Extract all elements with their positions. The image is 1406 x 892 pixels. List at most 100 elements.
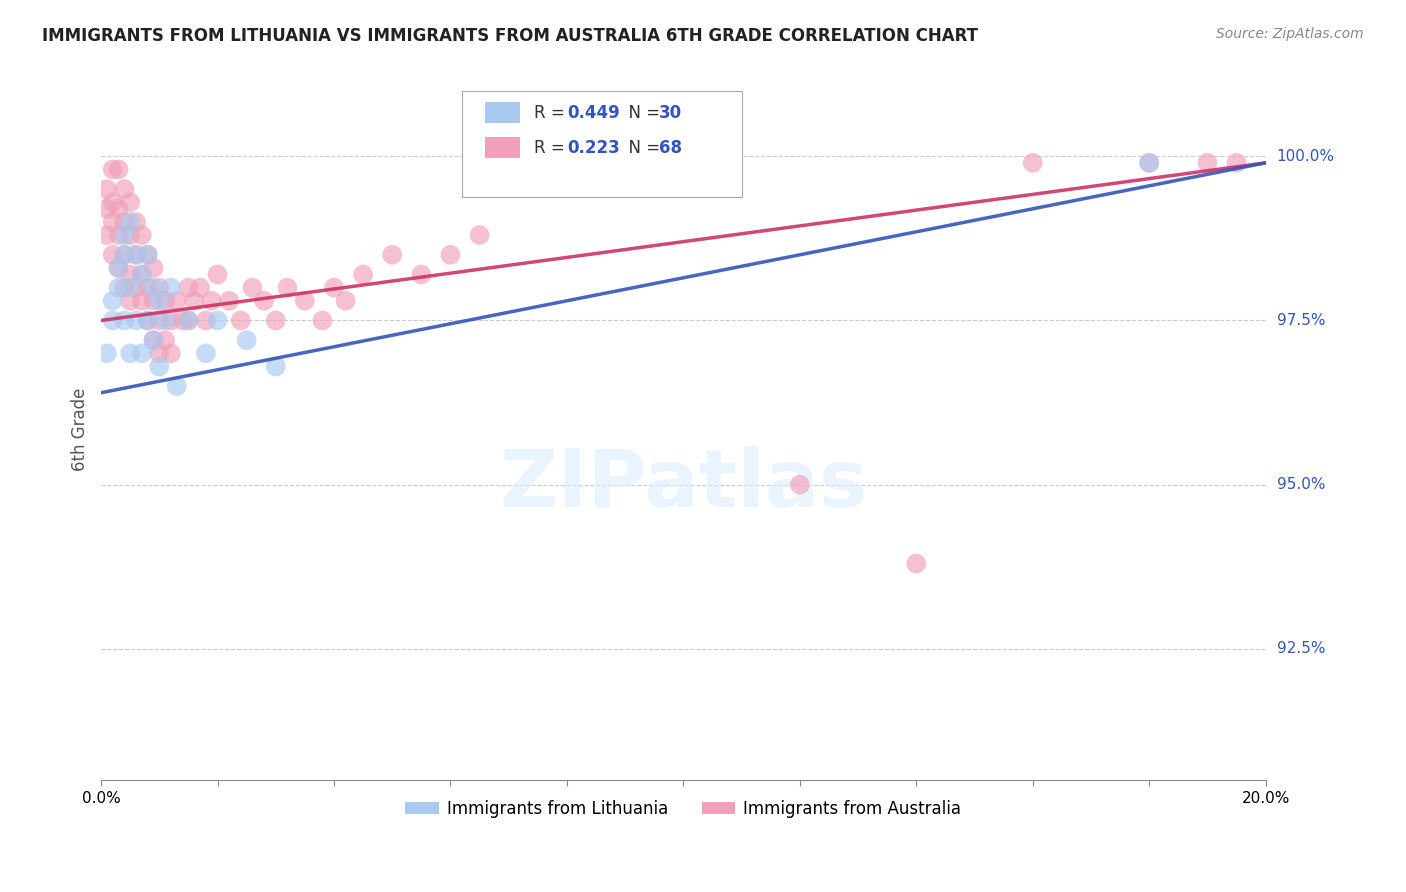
Point: [142, 333, 165, 347]
Point: [294, 293, 316, 308]
Point: [112, 313, 135, 327]
Point: [136, 313, 159, 327]
Point: [120, 228, 142, 243]
Text: N =: N =: [619, 103, 665, 121]
Point: [125, 313, 148, 327]
Point: [142, 260, 165, 275]
Point: [323, 280, 346, 294]
Point: [153, 313, 176, 327]
Point: [166, 293, 188, 308]
Text: 68: 68: [659, 139, 682, 157]
Point: [125, 215, 148, 229]
Text: R =: R =: [534, 139, 571, 157]
Point: [411, 268, 433, 282]
Point: [136, 280, 159, 294]
Point: [183, 293, 205, 308]
Point: [201, 293, 224, 308]
Point: [148, 293, 170, 308]
Point: [96, 228, 118, 243]
Point: [160, 280, 183, 294]
Point: [107, 260, 129, 275]
Point: [107, 228, 129, 243]
Point: [905, 557, 928, 571]
Point: [160, 346, 183, 360]
Point: [101, 293, 124, 308]
Point: [136, 248, 159, 262]
Point: [207, 313, 229, 327]
Point: [107, 202, 129, 216]
Point: [107, 260, 129, 275]
Point: [153, 293, 176, 308]
Text: IMMIGRANTS FROM LITHUANIA VS IMMIGRANTS FROM AUSTRALIA 6TH GRADE CORRELATION CHA: IMMIGRANTS FROM LITHUANIA VS IMMIGRANTS …: [42, 27, 979, 45]
Text: Source: ZipAtlas.com: Source: ZipAtlas.com: [1216, 27, 1364, 41]
Text: 30: 30: [659, 103, 682, 121]
Point: [276, 280, 298, 294]
Point: [177, 313, 200, 327]
Y-axis label: 6th Grade: 6th Grade: [72, 387, 89, 471]
Point: [153, 333, 176, 347]
Point: [107, 162, 129, 177]
Point: [101, 215, 124, 229]
Point: [311, 313, 333, 327]
Point: [253, 293, 276, 308]
Point: [120, 280, 142, 294]
FancyBboxPatch shape: [463, 92, 741, 197]
Point: [131, 228, 153, 243]
Point: [96, 202, 118, 216]
Point: [160, 313, 183, 327]
Point: [125, 248, 148, 262]
Point: [101, 195, 124, 210]
Point: [112, 280, 135, 294]
Point: [142, 280, 165, 294]
Text: 97.5%: 97.5%: [1277, 313, 1326, 328]
Point: [142, 333, 165, 347]
Point: [125, 248, 148, 262]
Point: [131, 346, 153, 360]
Point: [1022, 156, 1045, 170]
Point: [125, 280, 148, 294]
Point: [148, 359, 170, 374]
Point: [352, 268, 374, 282]
Point: [381, 248, 404, 262]
Point: [148, 280, 170, 294]
Point: [120, 268, 142, 282]
Point: [136, 313, 159, 327]
Point: [148, 346, 170, 360]
Point: [120, 346, 142, 360]
Point: [142, 293, 165, 308]
Point: [177, 280, 200, 294]
Point: [172, 313, 194, 327]
Point: [96, 182, 118, 196]
Point: [112, 182, 135, 196]
Text: 0.449: 0.449: [567, 103, 620, 121]
Point: [439, 248, 461, 262]
Point: [112, 248, 135, 262]
Point: [789, 477, 811, 491]
Point: [207, 268, 229, 282]
Point: [1137, 156, 1160, 170]
Point: [335, 293, 357, 308]
Point: [101, 162, 124, 177]
Text: R =: R =: [534, 103, 571, 121]
Point: [131, 268, 153, 282]
Text: ZIPatlas: ZIPatlas: [499, 446, 868, 524]
Point: [112, 215, 135, 229]
Point: [242, 280, 264, 294]
Point: [235, 333, 257, 347]
Point: [136, 248, 159, 262]
Point: [1137, 156, 1160, 170]
Point: [148, 313, 170, 327]
Point: [120, 195, 142, 210]
FancyBboxPatch shape: [485, 102, 520, 123]
Point: [96, 346, 118, 360]
Point: [131, 293, 153, 308]
Point: [188, 280, 211, 294]
FancyBboxPatch shape: [485, 137, 520, 158]
Point: [131, 268, 153, 282]
Point: [1225, 156, 1247, 170]
Text: 0.223: 0.223: [567, 139, 620, 157]
Point: [101, 248, 124, 262]
Point: [166, 379, 188, 393]
Point: [218, 293, 240, 308]
Text: 95.0%: 95.0%: [1277, 477, 1326, 492]
